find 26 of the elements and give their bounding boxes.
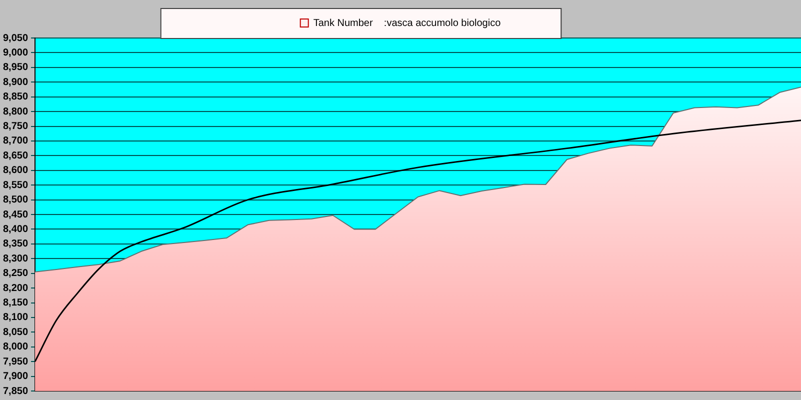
y-tick-label: 8,700 — [2, 136, 28, 147]
y-tick-label: 8,350 — [2, 238, 28, 250]
y-tick-label: 8,800 — [2, 106, 28, 118]
y-tick-label: 8,300 — [2, 253, 28, 264]
y-tick-label: 8,400 — [2, 224, 28, 235]
y-tick-label: 8,100 — [2, 312, 28, 324]
legend-label: Tank Number :vasca accumolo biologico — [313, 18, 502, 29]
y-tick-label: 8,750 — [2, 121, 28, 132]
y-tick-label: 8,000 — [2, 342, 28, 353]
y-tick-label: 8,550 — [2, 180, 28, 191]
y-tick-label: 8,450 — [2, 209, 28, 220]
y-tick-label: 8,500 — [2, 194, 28, 206]
y-tick-label: 9,050 — [2, 32, 28, 44]
y-tick-label: 7,900 — [2, 371, 28, 382]
y-tick-label: 8,900 — [2, 76, 28, 88]
y-tick-label: 7,850 — [2, 386, 28, 397]
y-tick-label: 8,950 — [2, 62, 28, 74]
y-tick-label: 8,600 — [2, 165, 28, 176]
y-tick-label: 9,000 — [2, 47, 28, 58]
y-tick-label: 8,200 — [2, 282, 28, 294]
y-tick-label: 8,250 — [2, 268, 28, 280]
y-tick-label: 8,050 — [2, 326, 28, 338]
y-tick-label: 7,950 — [2, 356, 28, 368]
y-tick-label: 8,150 — [2, 298, 28, 308]
y-tick-label: 8,650 — [2, 150, 28, 162]
y-tick-label: 8,850 — [2, 92, 28, 103]
